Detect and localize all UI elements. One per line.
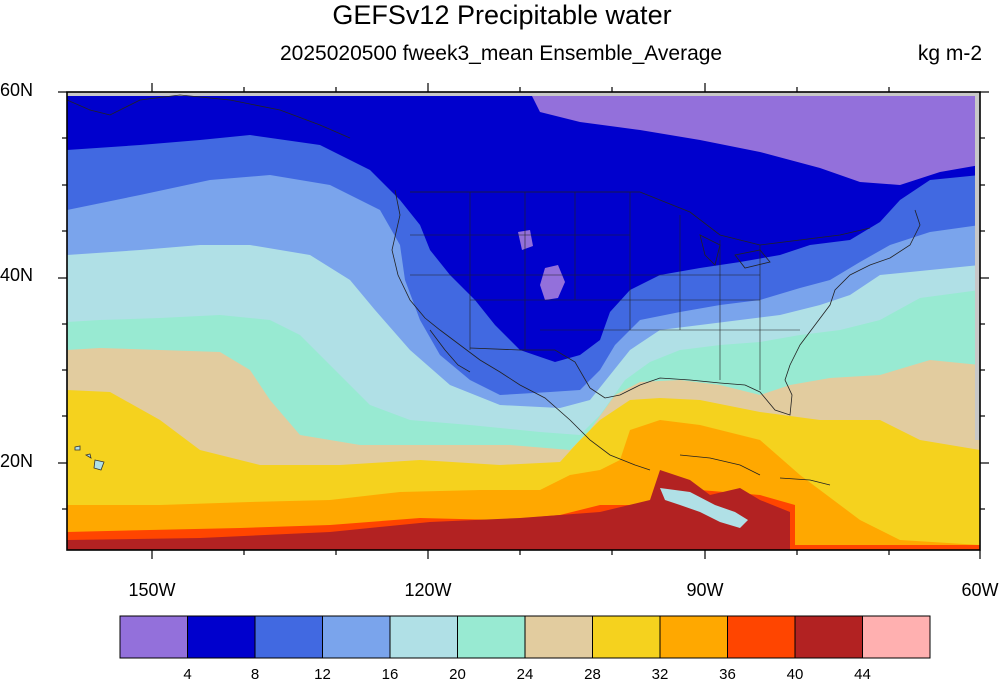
colorbar-swatch <box>187 615 256 659</box>
caribbean-light-patch <box>660 488 748 528</box>
band-4-8 <box>67 92 980 362</box>
colorbar-swatch <box>389 615 458 659</box>
colorbar-tick-label: 20 <box>449 666 466 683</box>
great-lakes <box>699 234 771 269</box>
lat-label-60n: 60N <box>0 80 34 100</box>
colorbar-tick-label: 28 <box>584 666 601 683</box>
cuba-line <box>679 454 761 476</box>
colorbar-swatch <box>862 615 931 659</box>
us-canada-border <box>410 191 871 246</box>
colorbar-swatch <box>794 615 863 659</box>
coastlines-and-borders <box>67 94 921 486</box>
lon-label-90w: 90W <box>686 580 724 600</box>
lon-label-150w: 150W <box>128 580 176 600</box>
east-coast-line <box>789 209 921 366</box>
lon-label-60w: 60W <box>961 580 999 600</box>
lon-label-120w: 120W <box>404 580 452 600</box>
colorbar-swatch <box>592 615 661 659</box>
hawaii-islands <box>74 445 105 471</box>
colorbar-swatch <box>727 615 796 659</box>
west-coast-line <box>391 189 651 471</box>
colorbar-tick-label: 16 <box>381 666 399 683</box>
colorbar-swatch <box>457 615 526 659</box>
band-40-44 <box>67 470 790 550</box>
tick-marks <box>58 83 989 559</box>
map-subtitle: 2025020500 fweek3_mean Ensemble_Average <box>280 42 723 65</box>
colorbar <box>119 615 931 659</box>
colorbar-tick-label: 44 <box>854 666 871 683</box>
baja-line <box>429 329 471 373</box>
map-title: GEFSv12 Precipitable water <box>332 0 672 30</box>
colorbar-tick-label: 24 <box>516 666 534 683</box>
alaska-coast <box>67 94 351 139</box>
colorbar-tick-label: 8 <box>250 666 260 683</box>
us-mexico-border <box>469 347 591 389</box>
band-below-4-rockies <box>540 265 565 300</box>
hispaniola-line <box>779 477 831 486</box>
gulf-coast-line <box>589 364 793 416</box>
units-label: kg m-2 <box>917 42 982 65</box>
colorbar-tick-label: 32 <box>651 666 669 683</box>
colorbar-swatch <box>254 615 323 659</box>
colorbar-tick-label: 12 <box>314 666 331 683</box>
colorbar-tick-label: 40 <box>786 666 804 683</box>
lat-label-40n: 40N <box>0 265 34 285</box>
band-below-4 <box>530 92 980 185</box>
lat-label-20n: 20N <box>0 451 34 471</box>
map-frame <box>58 83 989 559</box>
precipitable-water-field <box>67 92 980 550</box>
colorbar-swatch <box>119 615 188 659</box>
colorbar-tick-label: 36 <box>719 666 736 683</box>
colorbar-tick-label: 4 <box>183 666 192 683</box>
colorbar-swatch <box>659 615 728 659</box>
colorbar-swatch <box>524 615 593 659</box>
colorbar-swatch <box>322 615 391 659</box>
state-lines <box>410 192 800 390</box>
